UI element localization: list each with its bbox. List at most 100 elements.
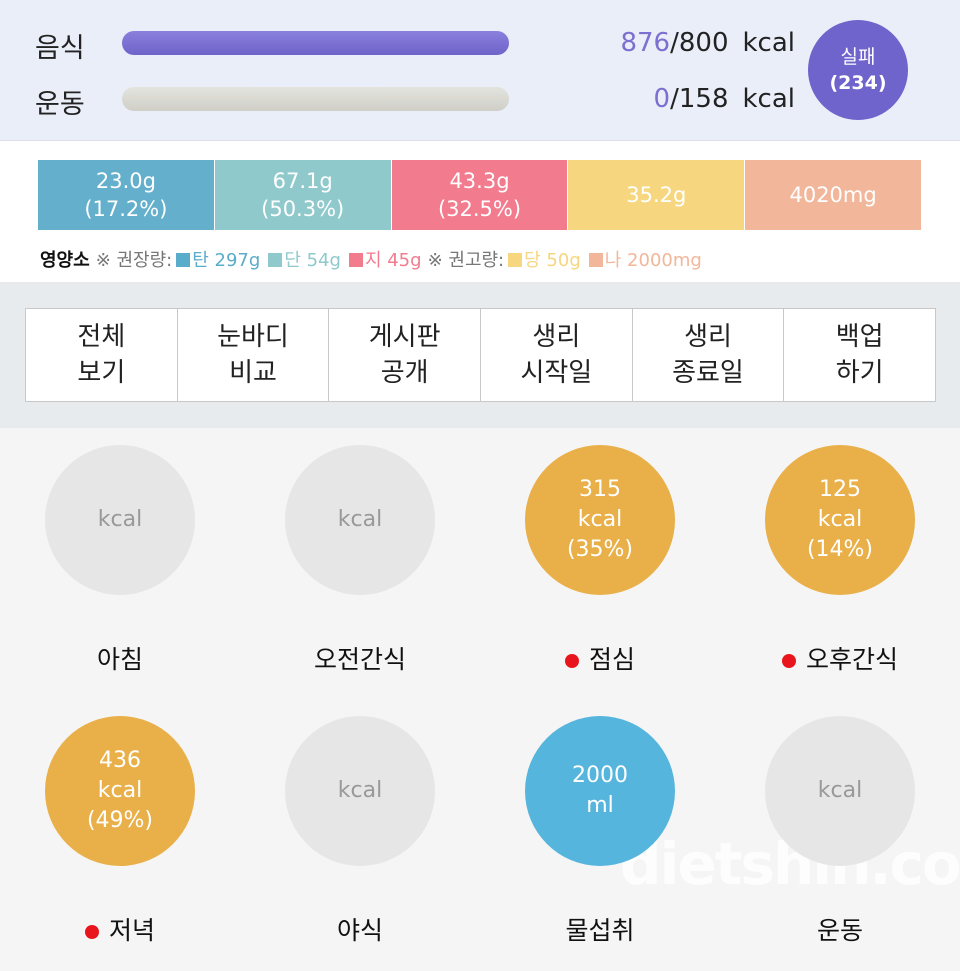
segment-text: 4020mg (789, 183, 877, 207)
food-bar (122, 31, 509, 55)
legend-label: ※ 권장량: (95, 250, 173, 271)
button-text: 생리 (532, 322, 581, 352)
meal-label: 운동 (720, 911, 960, 947)
button-text: 보기 (77, 358, 126, 388)
nutrient-segment: 23.0g (17.2%) (38, 160, 214, 230)
nutrient-segment: 67.1g (50.3%) (214, 160, 391, 230)
meal-name: 오전간식 (313, 645, 406, 674)
current-value: 0 (653, 84, 671, 114)
meal-circle[interactable]: 315 kcal (35%) (525, 445, 675, 595)
meal-name: 아침 (96, 645, 143, 674)
marker-dot (781, 654, 796, 668)
meal-label: 저녁 (0, 911, 240, 947)
circle-text: ml (586, 793, 614, 818)
meal-circle[interactable]: kcal (285, 445, 435, 595)
unit: kcal (742, 28, 795, 58)
button-text: 생리 (684, 322, 732, 352)
circle-text: kcal (817, 507, 863, 532)
legend-item: 단 54g (284, 250, 341, 271)
meal-circle[interactable]: 125 kcal (14%) (765, 445, 915, 595)
exercise-bar (122, 87, 509, 111)
button-text: 하기 (835, 358, 884, 388)
button-text: 종료일 (672, 358, 744, 388)
button-text: 게시판 (368, 322, 441, 352)
meal-name: 야식 (336, 916, 383, 945)
segment-text: 43.3g (449, 169, 510, 193)
status-badge[interactable]: 실패 (234) (808, 20, 908, 120)
row-label: 운동 (35, 89, 85, 120)
segment-text: 67.1g (272, 169, 333, 193)
summary-panel (0, 0, 960, 141)
button-text: 비교 (229, 358, 277, 388)
nutrient-segment: 43.3g (32.5%) (391, 160, 568, 230)
meal-name: 점심 (588, 645, 635, 674)
circle-text: kcal (337, 778, 383, 803)
legend-swatch (268, 253, 283, 267)
meal-circle[interactable]: 436 kcal (49%) (45, 716, 195, 866)
meal-label: 야식 (240, 911, 480, 947)
circle-text: 436 (99, 748, 141, 773)
circle-text: kcal (817, 778, 863, 803)
legend-item: 나 2000mg (604, 250, 702, 271)
segment-text: 35.2g (626, 183, 687, 207)
button-text: 공개 (380, 358, 429, 388)
meal-circle[interactable]: kcal (765, 716, 915, 866)
row-value: 876/800 kcal (620, 28, 795, 58)
circle-text: kcal (97, 778, 143, 803)
legend-swatch (588, 253, 603, 267)
nutrient-legend: 영양소 ※ 권장량: 탄 297g 단 54g 지 45g ※ 권고량: 당 50g 나 20… (40, 246, 706, 272)
meal-label: 물섭취 (480, 911, 720, 947)
circle-text: kcal (337, 507, 383, 532)
meal-label: 오후간식 (720, 640, 960, 676)
meal-circle[interactable]: kcal (285, 716, 435, 866)
circle-text: 315 (579, 477, 621, 502)
meal-name: 저녁 (108, 916, 155, 945)
button-text: 백업 (835, 322, 884, 352)
meal-name: 오후간식 (805, 645, 898, 674)
legend-swatch (348, 253, 363, 267)
current-value: 876 (620, 28, 671, 58)
badge-status: 실패 (840, 46, 876, 68)
legend-swatch (508, 253, 523, 267)
unit: kcal (742, 84, 795, 114)
meal-label: 점심 (480, 640, 720, 676)
segment-text: (17.2%) (84, 197, 168, 221)
legend-item: 지 45g (364, 250, 422, 271)
button-text: 전체 (77, 322, 126, 352)
legend-swatch (176, 253, 191, 267)
row-label: 음식 (35, 33, 85, 64)
segment-text: (32.5%) (437, 197, 522, 221)
target-value: /800 (670, 28, 729, 58)
legend-label: ※ 권고량: (427, 250, 505, 271)
circle-text: (49%) (86, 808, 154, 833)
legend-title: 영양소 (40, 250, 90, 271)
nutrient-segment: 4020mg (745, 160, 921, 230)
meal-circle[interactable]: 2000 ml (525, 716, 675, 866)
meal-circle[interactable]: kcal (45, 445, 195, 595)
circle-text: (14%) (806, 537, 874, 562)
segment-text: 23.0g (95, 169, 156, 193)
legend-item: 탄 297g (192, 250, 261, 271)
nutrient-segment: 35.2g (568, 160, 745, 230)
legend-item: 당 50g (524, 250, 581, 271)
meal-name: 운동 (816, 916, 863, 945)
circle-text: kcal (97, 507, 143, 532)
meal-label: 아침 (0, 640, 240, 676)
meal-name: 물섭취 (565, 916, 635, 945)
target-value: /158 (670, 84, 729, 114)
button-text: 눈바디 (217, 322, 289, 352)
marker-dot (84, 925, 99, 939)
button-text: 시작일 (520, 358, 593, 388)
marker-dot (564, 654, 579, 668)
row-value: 0/158 kcal (654, 84, 795, 114)
circle-text: 125 (819, 477, 861, 502)
segment-text: (50.3%) (261, 197, 345, 221)
badge-count: (234) (829, 72, 887, 94)
